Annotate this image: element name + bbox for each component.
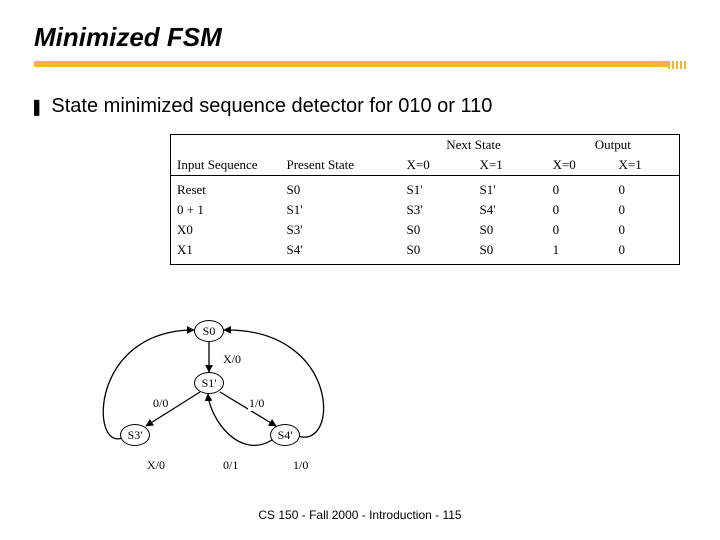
table-row: X0S3'S0S000	[171, 220, 680, 240]
edge-label: 1/0	[248, 396, 265, 411]
footer-text: CS 150 - Fall 2000 - Introduction - 115	[0, 508, 720, 522]
state-table: Next State Output Input Sequence Present…	[170, 134, 680, 265]
th-x1: X=1	[474, 155, 547, 176]
th-input-seq: Input Sequence	[171, 155, 281, 176]
th-blank1	[171, 135, 281, 156]
state-node-S1p: S1'	[194, 372, 224, 394]
th-next-state: Next State	[401, 135, 547, 156]
main-text: State minimized sequence detector for 01…	[51, 95, 492, 118]
edge-S3p-S0	[103, 330, 194, 439]
edge-label: 0/0	[152, 396, 169, 411]
table-row: 0 + 1S1'S3'S4'00	[171, 200, 680, 220]
th-x0: X=0	[401, 155, 474, 176]
edge-label: 1/0	[292, 458, 309, 473]
edge-label: X/0	[222, 352, 242, 367]
th-output: Output	[547, 135, 680, 156]
state-diagram: S0 S1' S3' S4' X/0 0/0 1/0 X/0 0/1 1/0	[70, 320, 390, 490]
bullet-icon: ❚	[30, 96, 43, 120]
state-node-S4p: S4'	[270, 424, 300, 446]
edge-label: 0/1	[222, 458, 239, 473]
table-row: X1S4'S0S010	[171, 240, 680, 265]
edge-S4p-S0	[224, 330, 324, 437]
th-blank2	[281, 135, 401, 156]
state-node-S3p: S3'	[120, 424, 150, 446]
th-out-x1: X=1	[613, 155, 680, 176]
th-present: Present State	[281, 155, 401, 176]
title-underline	[34, 61, 686, 67]
edge-label: X/0	[146, 458, 166, 473]
th-out-x0: X=0	[547, 155, 613, 176]
state-node-S0: S0	[194, 320, 224, 342]
table-row: ResetS0S1'S1'00	[171, 176, 680, 201]
page-title: Minimized FSM	[34, 22, 720, 53]
